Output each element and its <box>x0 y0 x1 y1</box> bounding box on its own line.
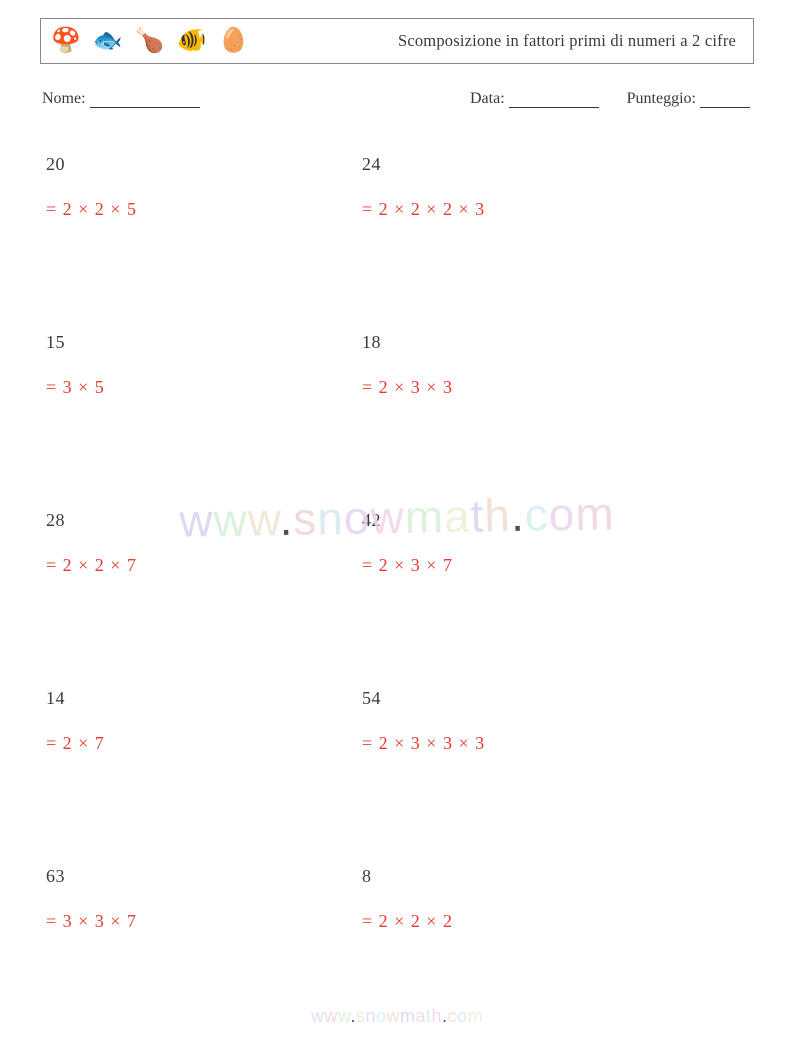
problem-number: 15 <box>46 332 362 353</box>
problem-number: 18 <box>362 332 678 353</box>
date-label: Data: <box>470 90 505 107</box>
problem-answer: = 2 × 2 × 2 × 3 <box>362 199 678 220</box>
problem-number: 14 <box>46 688 362 709</box>
problem-answer: = 3 × 5 <box>46 377 362 398</box>
problem-number: 28 <box>46 510 362 531</box>
header-box: 🍄 🐟 🍗 🐠 🥚 Scomposizione in fattori primi… <box>40 18 754 64</box>
problem-number: 24 <box>362 154 678 175</box>
problem-answer: = 2 × 3 × 7 <box>362 555 678 576</box>
problem-answer: = 2 × 7 <box>46 733 362 754</box>
problem-answer: = 2 × 2 × 7 <box>46 555 362 576</box>
score-blank[interactable] <box>700 94 750 108</box>
date-blank[interactable] <box>509 94 599 108</box>
worksheet-title: Scomposizione in fattori primi di numeri… <box>387 31 747 51</box>
problem-answer: = 2 × 3 × 3 <box>362 377 678 398</box>
problem: 20 = 2 × 2 × 5 <box>46 154 362 220</box>
problem-number: 42 <box>362 510 678 531</box>
problem: 14 = 2 × 7 <box>46 688 362 754</box>
name-blank[interactable] <box>90 94 200 108</box>
problem: 8 = 2 × 2 × 2 <box>362 866 678 932</box>
problem-number: 20 <box>46 154 362 175</box>
problem: 15 = 3 × 5 <box>46 332 362 398</box>
problem-answer: = 2 × 2 × 5 <box>46 199 362 220</box>
problem: 63 = 3 × 3 × 7 <box>46 866 362 932</box>
problem-answer: = 2 × 2 × 2 <box>362 911 678 932</box>
problem-number: 8 <box>362 866 678 887</box>
score-label: Punteggio: <box>627 90 696 107</box>
fish-icon: 🐠 <box>177 29 207 53</box>
footer-link: www.snowmath.com <box>0 1006 794 1027</box>
problem: 18 = 2 × 3 × 3 <box>362 332 678 398</box>
chicken-leg-icon: 🍗 <box>135 29 165 53</box>
info-row: Nome: Data: Punteggio: <box>40 90 754 108</box>
egg-icon: 🥚 <box>219 29 249 53</box>
problem-number: 63 <box>46 866 362 887</box>
problem: 28 = 2 × 2 × 7 <box>46 510 362 576</box>
problem: 42 = 2 × 3 × 7 <box>362 510 678 576</box>
header-icons: 🍄 🐟 🍗 🐠 🥚 <box>51 29 248 53</box>
problem-answer: = 2 × 3 × 3 × 3 <box>362 733 678 754</box>
problem: 54 = 2 × 3 × 3 × 3 <box>362 688 678 754</box>
can-icon: 🐟 <box>93 29 123 53</box>
name-label: Nome: <box>42 90 86 107</box>
mushroom-icon: 🍄 <box>51 29 81 53</box>
problem: 24 = 2 × 2 × 2 × 3 <box>362 154 678 220</box>
problem-number: 54 <box>362 688 678 709</box>
problems-grid: 20 = 2 × 2 × 5 24 = 2 × 2 × 2 × 3 15 = 3… <box>40 154 754 932</box>
problem-answer: = 3 × 3 × 7 <box>46 911 362 932</box>
